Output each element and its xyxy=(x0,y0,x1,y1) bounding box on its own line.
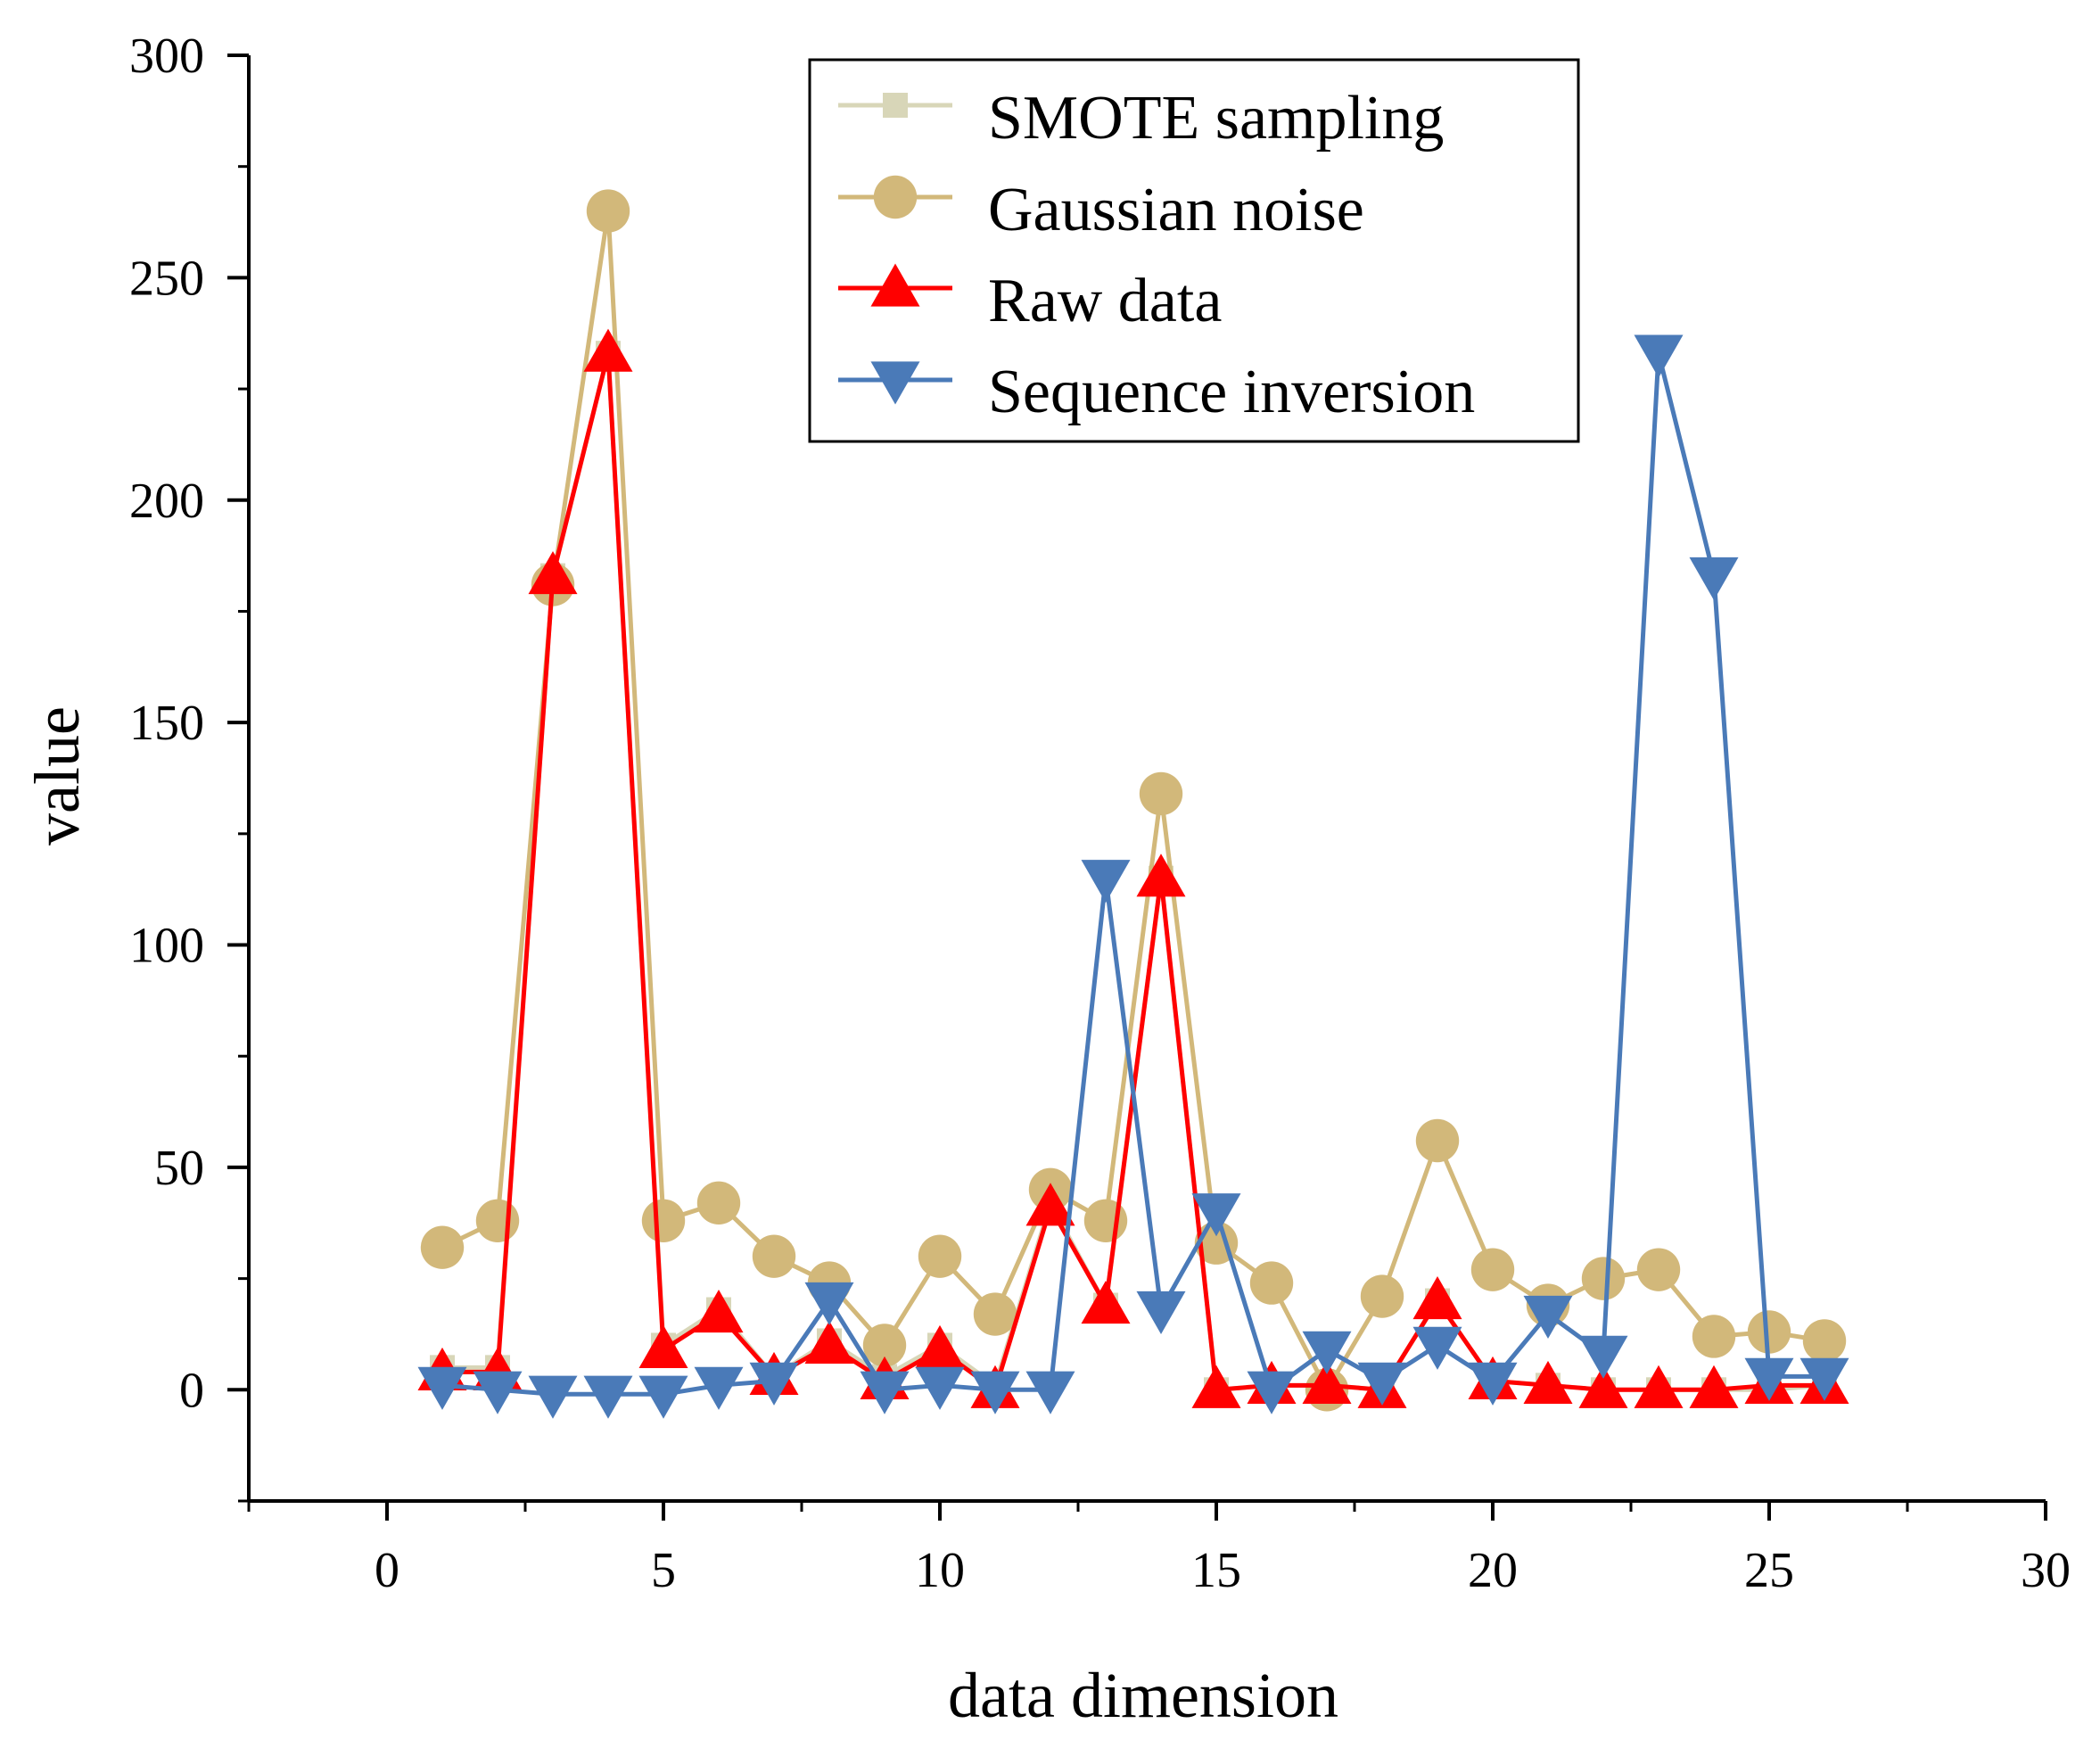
data-point xyxy=(1689,1365,1739,1408)
data-point xyxy=(1689,557,1739,601)
data-point xyxy=(694,1366,744,1410)
data-point xyxy=(1136,1291,1186,1335)
data-point xyxy=(970,1371,1020,1414)
data-point xyxy=(417,1366,467,1410)
data-point xyxy=(1744,1357,1794,1401)
data-point xyxy=(694,1290,744,1333)
data-point xyxy=(586,189,630,233)
legend-label-raw: Raw data xyxy=(988,267,1222,335)
x-tick-label: 25 xyxy=(1744,1543,1794,1598)
y-axis-title: value xyxy=(21,706,93,845)
data-point xyxy=(1412,1276,1462,1320)
legend: SMOTE sampling Gaussian noise Raw data S… xyxy=(808,58,1580,443)
series-line xyxy=(441,350,1824,1397)
data-point xyxy=(860,1371,910,1414)
series-raw-data xyxy=(417,328,1849,1408)
x-tick-label: 10 xyxy=(915,1543,965,1598)
data-point xyxy=(475,1199,520,1242)
legend-swatch-marker xyxy=(873,175,918,219)
data-point xyxy=(1191,1365,1241,1408)
data-point xyxy=(420,1225,465,1269)
data-point xyxy=(804,1282,854,1326)
data-point xyxy=(1302,1360,1352,1404)
data-point xyxy=(862,1324,907,1367)
x-tick-label: 15 xyxy=(1191,1543,1241,1598)
data-point xyxy=(583,328,633,372)
data-point xyxy=(1523,1360,1573,1404)
data-point xyxy=(1139,771,1183,816)
x-tick-label: 30 xyxy=(2021,1543,2071,1598)
data-point xyxy=(583,1375,633,1419)
legend-label-gaussian: Gaussian noise xyxy=(988,176,1364,244)
data-point xyxy=(1412,1326,1462,1370)
data-point xyxy=(1578,1365,1628,1408)
data-point xyxy=(1415,1118,1460,1163)
data-point xyxy=(1634,334,1684,378)
y-tick-label: 200 xyxy=(129,474,204,529)
data-point xyxy=(1249,1261,1294,1305)
data-point xyxy=(1191,1193,1241,1237)
y-tick-label: 100 xyxy=(129,919,204,974)
data-point xyxy=(1578,1335,1628,1379)
data-point xyxy=(1636,1248,1681,1291)
data-point xyxy=(638,1375,688,1419)
data-point xyxy=(1136,854,1186,897)
legend-swatch-marker xyxy=(870,263,920,307)
data-point xyxy=(1357,1362,1407,1406)
data-point xyxy=(1302,1331,1352,1374)
legend-swatch-marker xyxy=(883,93,908,118)
data-point xyxy=(1802,1319,1847,1363)
series-sequence-inversion xyxy=(417,334,1849,1419)
data-point xyxy=(1581,1257,1626,1300)
legend-label-smote: SMOTE sampling xyxy=(988,84,1444,153)
legend-label-inversion: Sequence inversion xyxy=(988,358,1475,426)
data-point xyxy=(1747,1310,1791,1354)
data-point xyxy=(1247,1371,1297,1414)
data-point xyxy=(1634,1365,1684,1408)
data-point xyxy=(749,1362,799,1406)
y-tick-label: 250 xyxy=(129,251,204,306)
data-point xyxy=(1468,1362,1518,1406)
series-layer xyxy=(417,189,1849,1419)
data-point xyxy=(1523,1295,1573,1340)
data-point xyxy=(1360,1274,1404,1318)
data-point xyxy=(638,1324,688,1369)
x-tick-label: 0 xyxy=(375,1543,399,1598)
data-point xyxy=(915,1324,965,1369)
y-tick-label: 50 xyxy=(154,1141,204,1196)
data-point xyxy=(473,1371,523,1414)
x-tick-label: 5 xyxy=(651,1543,676,1598)
data-point xyxy=(528,551,578,595)
data-point xyxy=(752,1234,796,1278)
y-tick-label: 150 xyxy=(129,696,204,751)
data-point xyxy=(696,1181,741,1225)
data-point xyxy=(1470,1248,1515,1291)
data-point xyxy=(1692,1315,1736,1358)
data-point xyxy=(1081,1281,1131,1324)
data-point xyxy=(973,1292,1017,1336)
x-tick-label: 20 xyxy=(1468,1543,1518,1598)
data-point xyxy=(804,1320,854,1365)
data-point xyxy=(915,1366,965,1410)
y-tick-label: 300 xyxy=(129,29,204,84)
data-point xyxy=(1025,1183,1075,1226)
data-point xyxy=(528,1375,578,1419)
data-point xyxy=(1025,1371,1075,1414)
x-axis-title: data dimension xyxy=(948,1660,1338,1731)
data-point xyxy=(918,1234,962,1278)
data-point xyxy=(1081,860,1131,903)
legend-swatch-marker xyxy=(870,361,920,405)
data-point xyxy=(641,1199,686,1242)
series-gaussian-noise xyxy=(420,189,1847,1412)
data-point xyxy=(1799,1357,1849,1401)
y-tick-label: 0 xyxy=(179,1363,204,1418)
series-smote-sampling xyxy=(430,341,1837,1403)
